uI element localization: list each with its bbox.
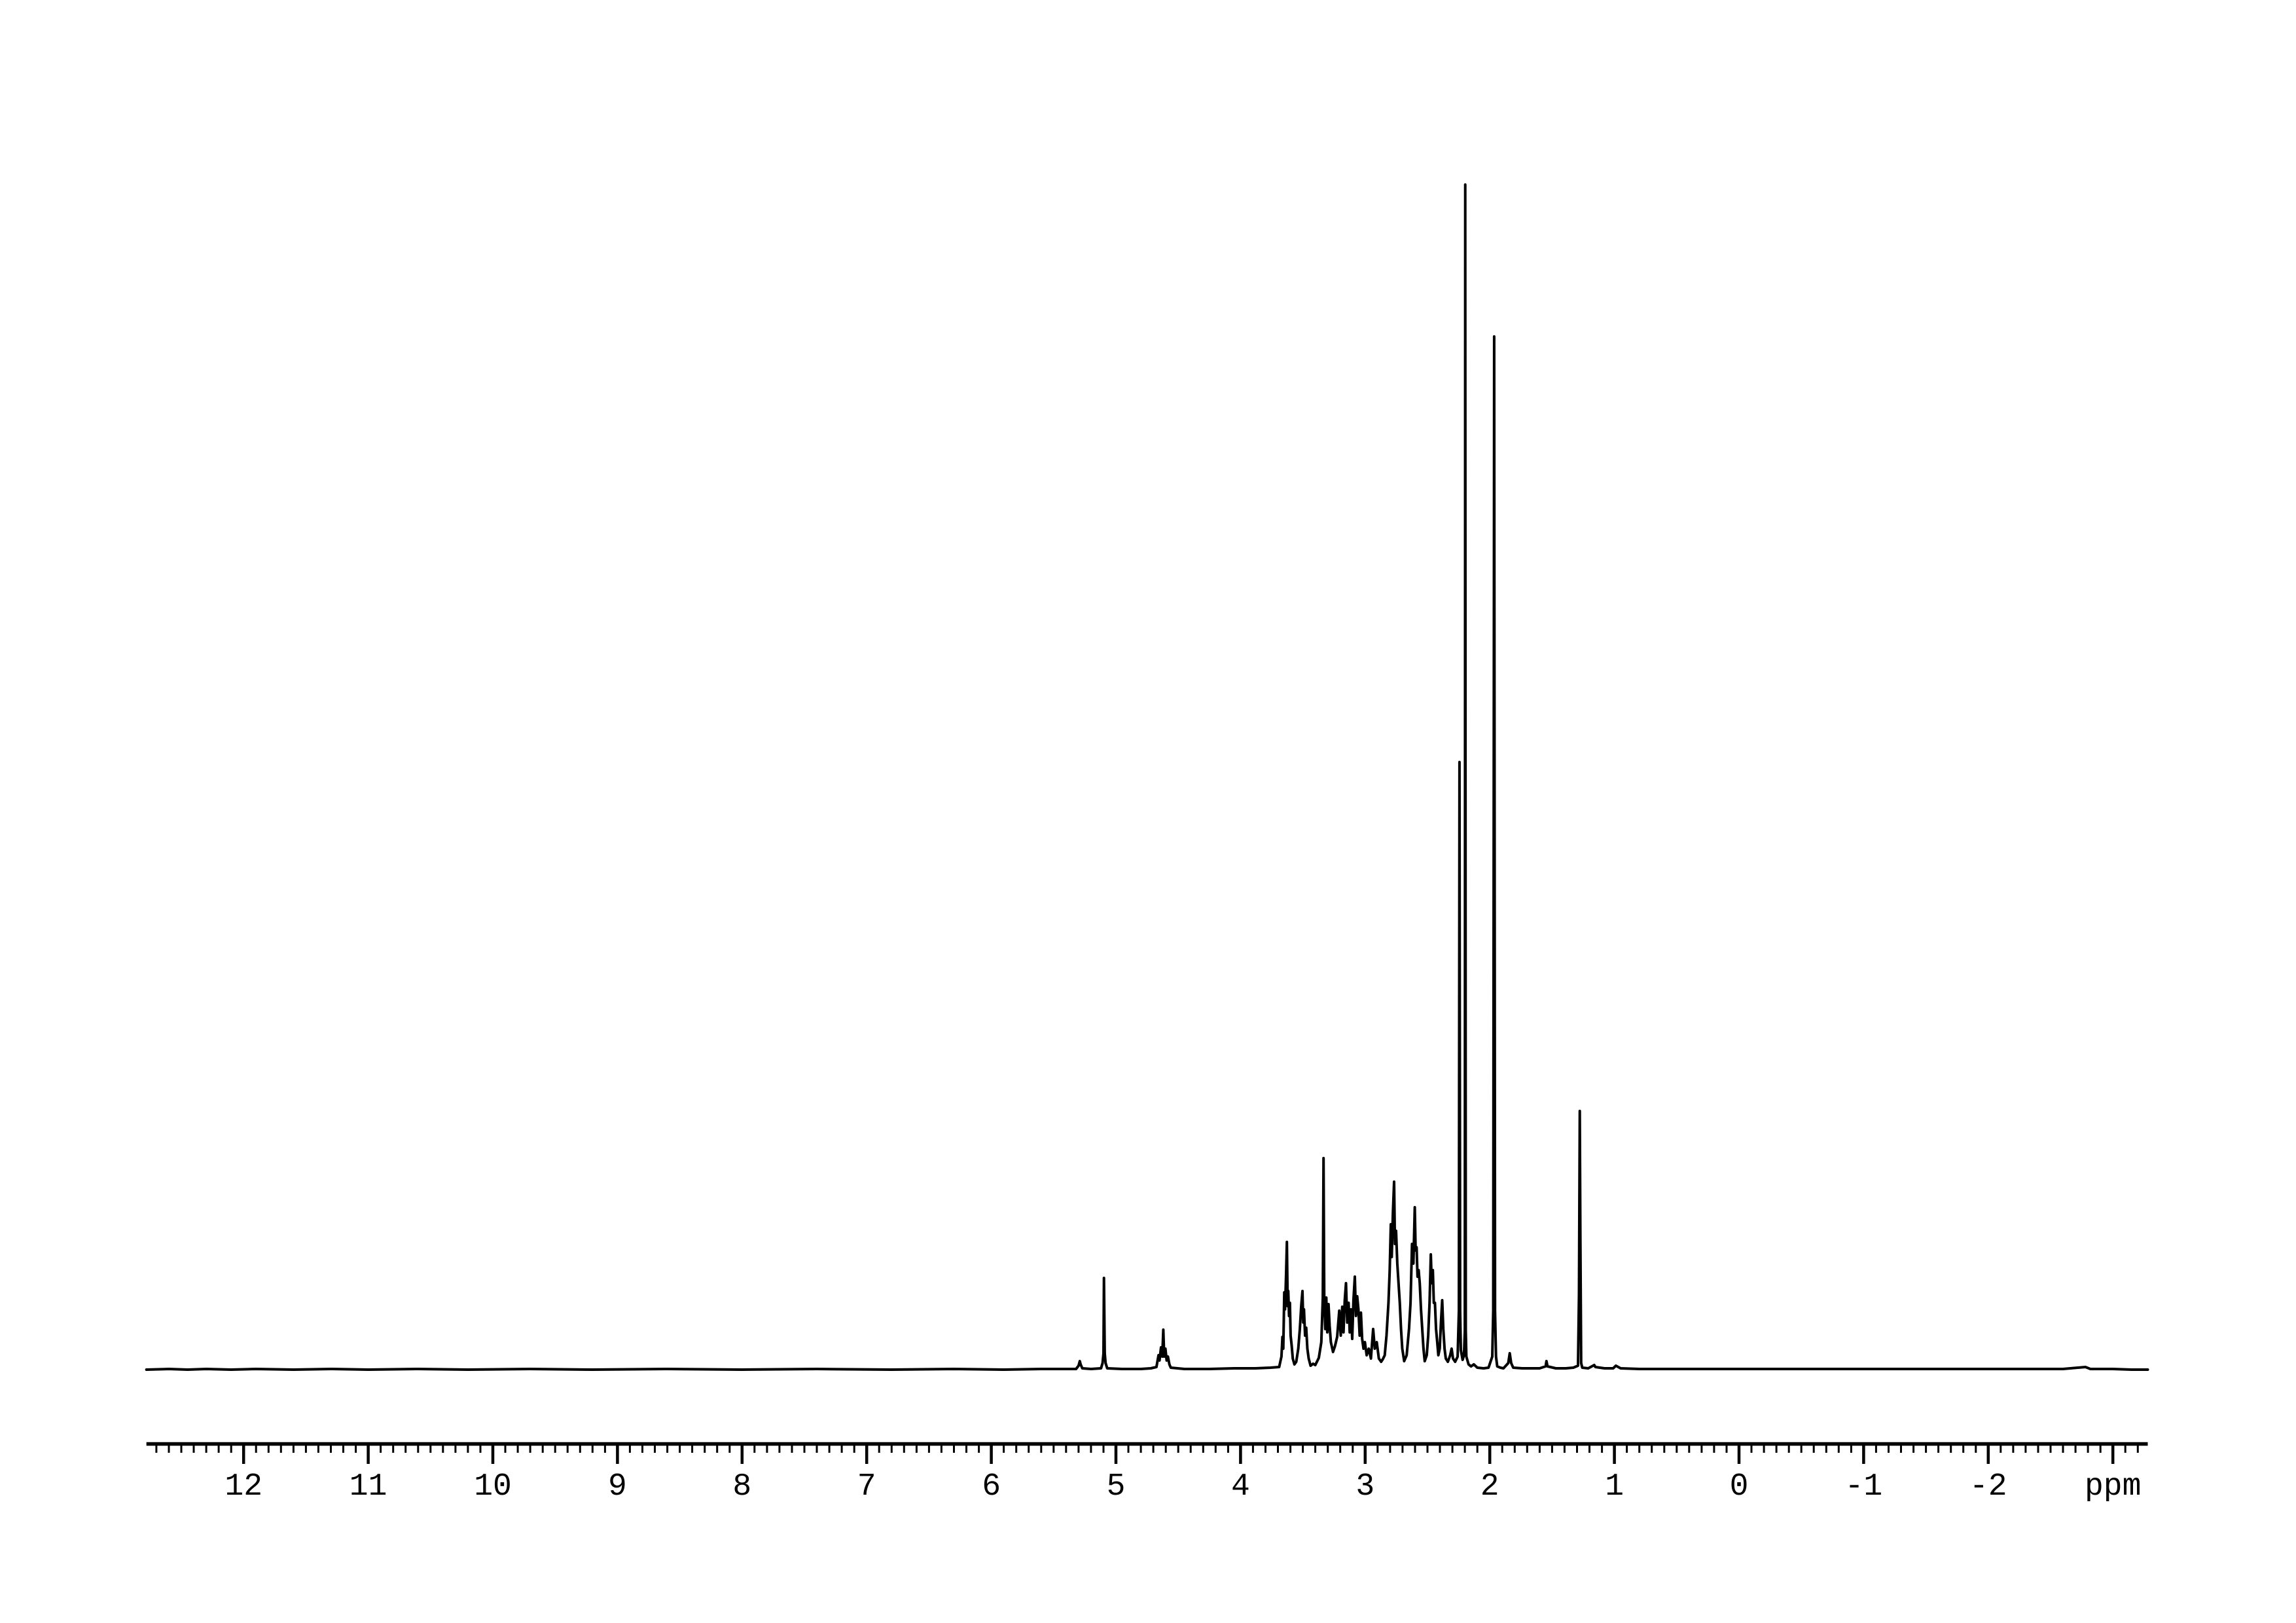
x-axis-major-ticks xyxy=(242,1445,2115,1464)
axis-unit-label: ppm xyxy=(2085,1469,2141,1504)
x-axis-tick-label: 8 xyxy=(732,1469,751,1504)
x-axis-tick-label: 7 xyxy=(857,1469,876,1504)
x-axis-tick-label: 2 xyxy=(1480,1469,1499,1504)
x-axis-tick-label: 3 xyxy=(1355,1469,1374,1504)
x-axis-tick-label: 9 xyxy=(608,1469,627,1504)
x-axis-tick-label: 12 xyxy=(224,1469,262,1504)
x-axis-tick-label: 11 xyxy=(350,1469,387,1504)
x-axis-tick-label: 1 xyxy=(1605,1469,1624,1504)
x-axis-tick-label: -2 xyxy=(1969,1469,2007,1504)
x-axis-tick-label: -1 xyxy=(1845,1469,1883,1504)
x-axis-tick-labels: 12 11 10 9 8 7 6 5 4 3 2 1 0 -1 -2 ppm xyxy=(224,1469,2141,1504)
spectrum-trace-group xyxy=(145,183,2149,1371)
x-axis-tick-label: 5 xyxy=(1107,1469,1126,1504)
x-axis-minor-ticks xyxy=(155,1445,2139,1453)
x-axis-tick-label: 4 xyxy=(1231,1469,1250,1504)
spectrum-trace xyxy=(145,183,2149,1371)
x-axis-tick-label: 10 xyxy=(474,1469,512,1504)
x-axis-tick-label: 0 xyxy=(1730,1469,1749,1504)
x-axis-tick-label: 6 xyxy=(982,1469,1001,1504)
x-axis-group: 12 11 10 9 8 7 6 5 4 3 2 1 0 -1 -2 ppm xyxy=(146,1442,2148,1504)
